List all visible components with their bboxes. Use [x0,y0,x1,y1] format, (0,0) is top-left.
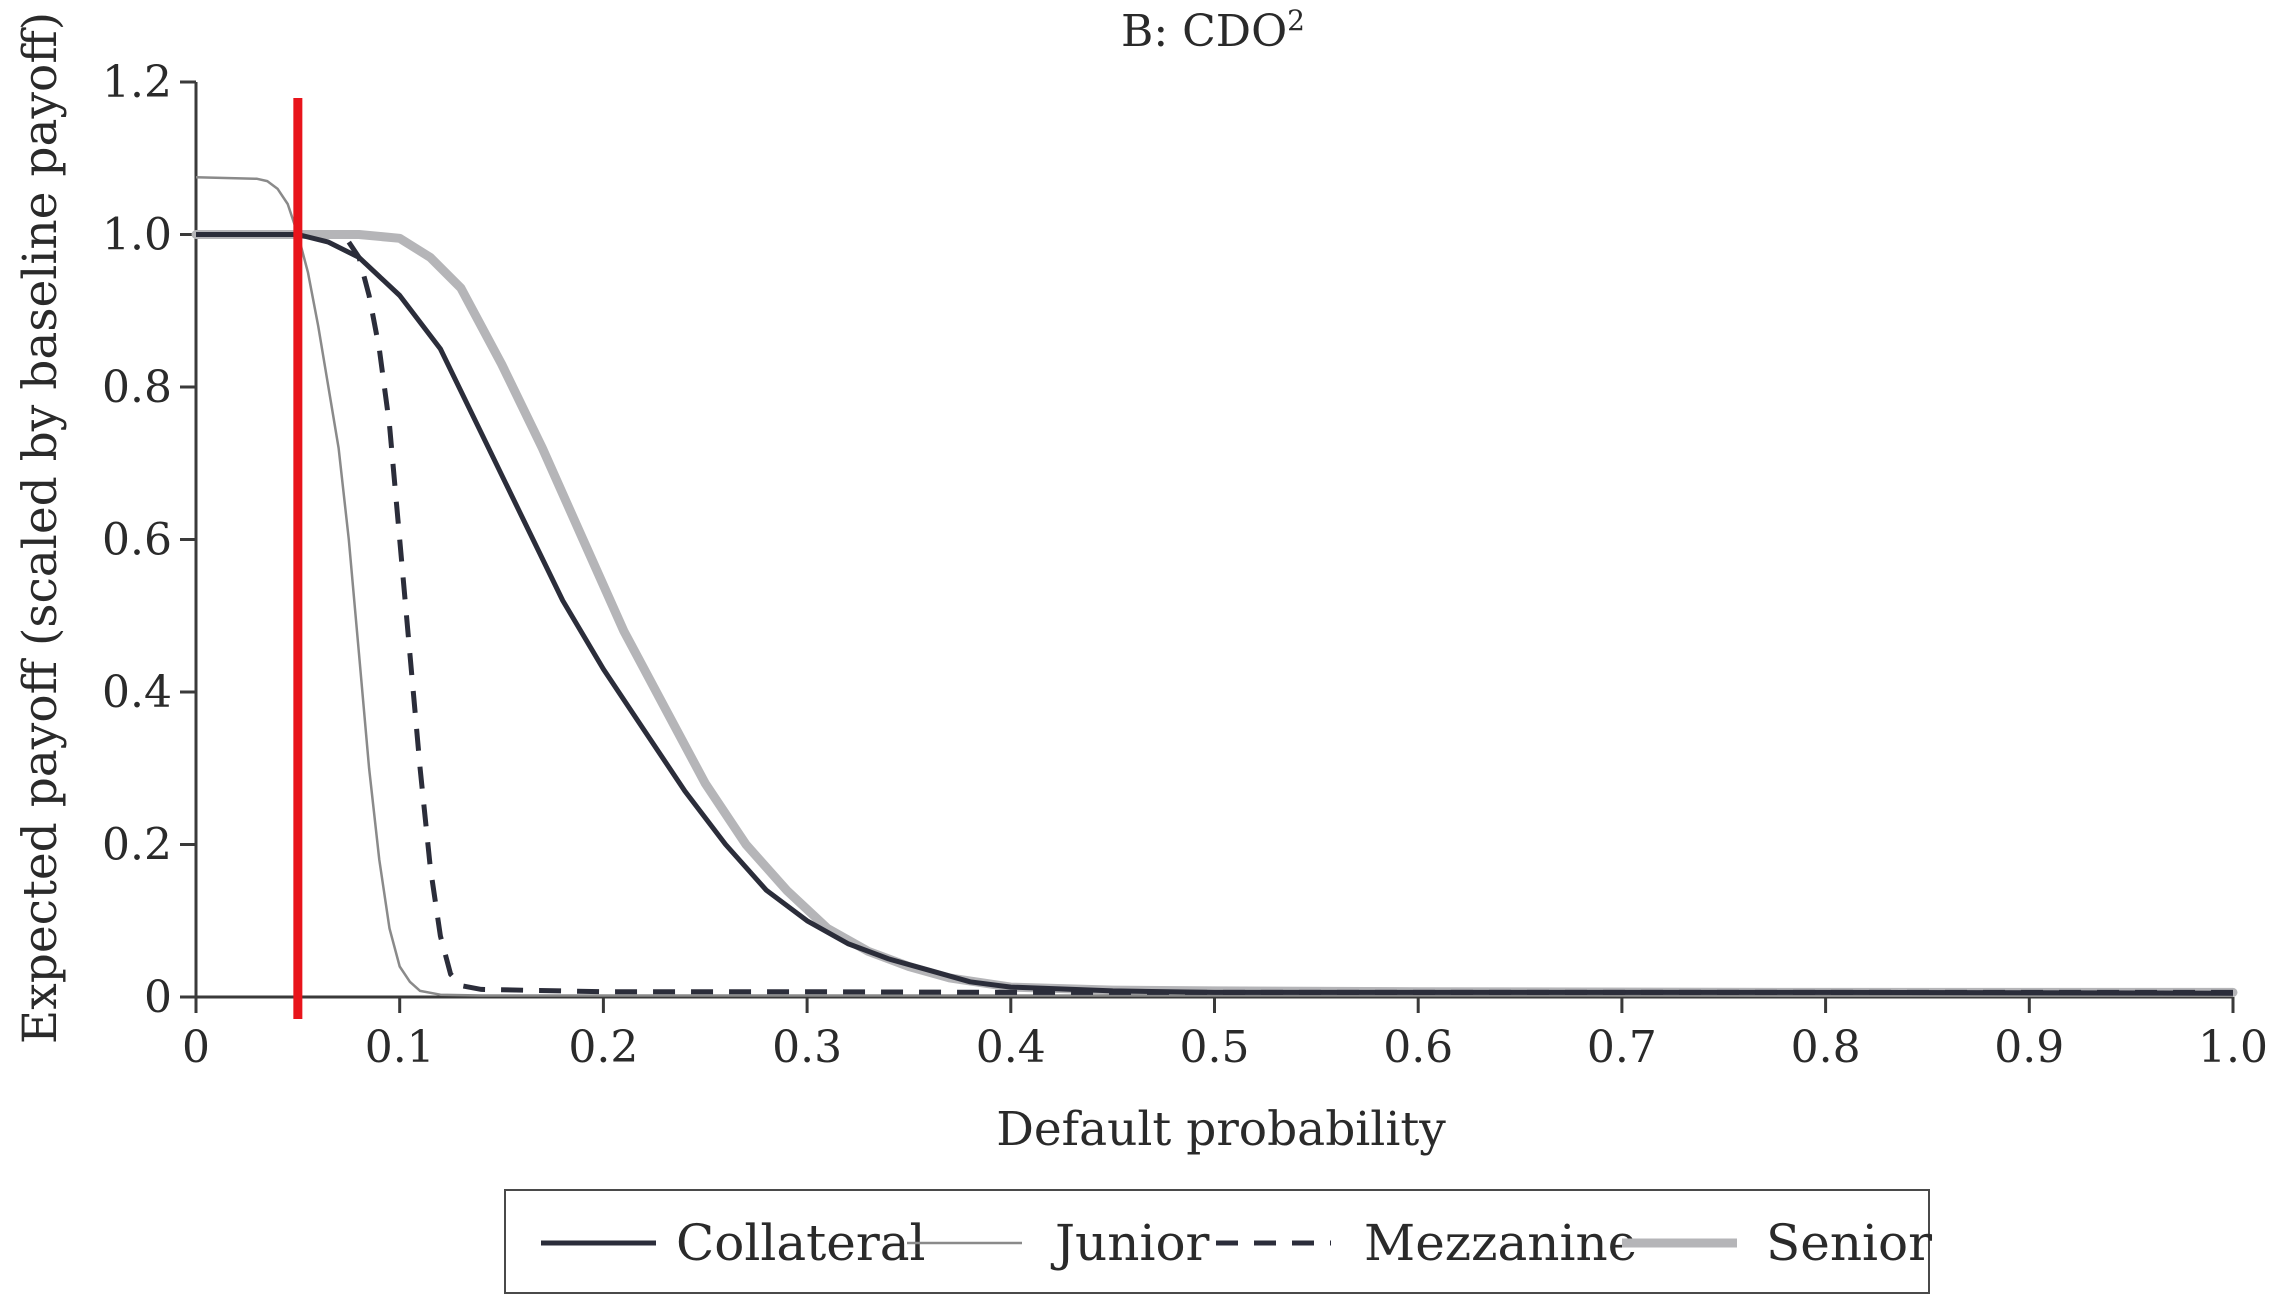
y-axis-title: Expected payoff (scaled by baseline payo… [13,12,68,1044]
x-axis-title: Default probability [996,1102,1446,1157]
legend-label-senior: Senior [1766,1214,1932,1272]
series-line-mezzanine [346,240,2233,995]
axes: 0 0.1 0.2 0.3 0.4 0.5 0.6 0.7 0.8 0.9 1.0 0 0.2 0.4 0.… [102,57,2268,1073]
series-line-junior [195,176,2233,997]
y-tick-label: 0.4 [102,667,172,718]
x-tick-label: 0.2 [568,1022,638,1073]
y-tick-label: 0.8 [102,362,172,413]
y-tick-label: 1.0 [102,210,172,261]
x-tick-label: 0.1 [365,1022,435,1073]
chart-title: B: CDO2 [1121,4,1305,57]
chart-title-superscript: 2 [1287,4,1305,37]
y-tick-label: 0 [144,972,172,1023]
legend-label-junior: Junior [1050,1214,1210,1272]
legend: Collateral Junior Mezzanine Senior [504,1189,1932,1294]
series-line-senior [191,230,2238,997]
series-line-collateral [196,232,2234,996]
x-tick-label: 0.8 [1791,1022,1861,1073]
legend-label-collateral: Collateral [676,1214,926,1272]
x-tick-label: 1.0 [2198,1022,2268,1073]
legend-items: Collateral Junior Mezzanine Senior [541,1214,1932,1272]
x-tick-label: 0 [182,1022,210,1073]
legend-label-mezzanine: Mezzanine [1364,1214,1637,1272]
series-layer [191,176,2238,997]
legend-box [504,1189,1930,1294]
x-tick-label: 0.9 [1994,1022,2064,1073]
x-tick-label: 0.3 [772,1022,842,1073]
x-tick-label: 0.6 [1383,1022,1453,1073]
x-tick-label: 0.4 [976,1022,1046,1073]
x-tick-label: 0.5 [1180,1022,1250,1073]
y-tick-label: 0.2 [102,820,172,871]
y-tick-label: 0.6 [102,515,172,566]
chart-title-text: B: CDO [1121,6,1287,57]
x-tick-label: 0.7 [1587,1022,1657,1073]
y-tick-label: 1.2 [102,57,172,108]
